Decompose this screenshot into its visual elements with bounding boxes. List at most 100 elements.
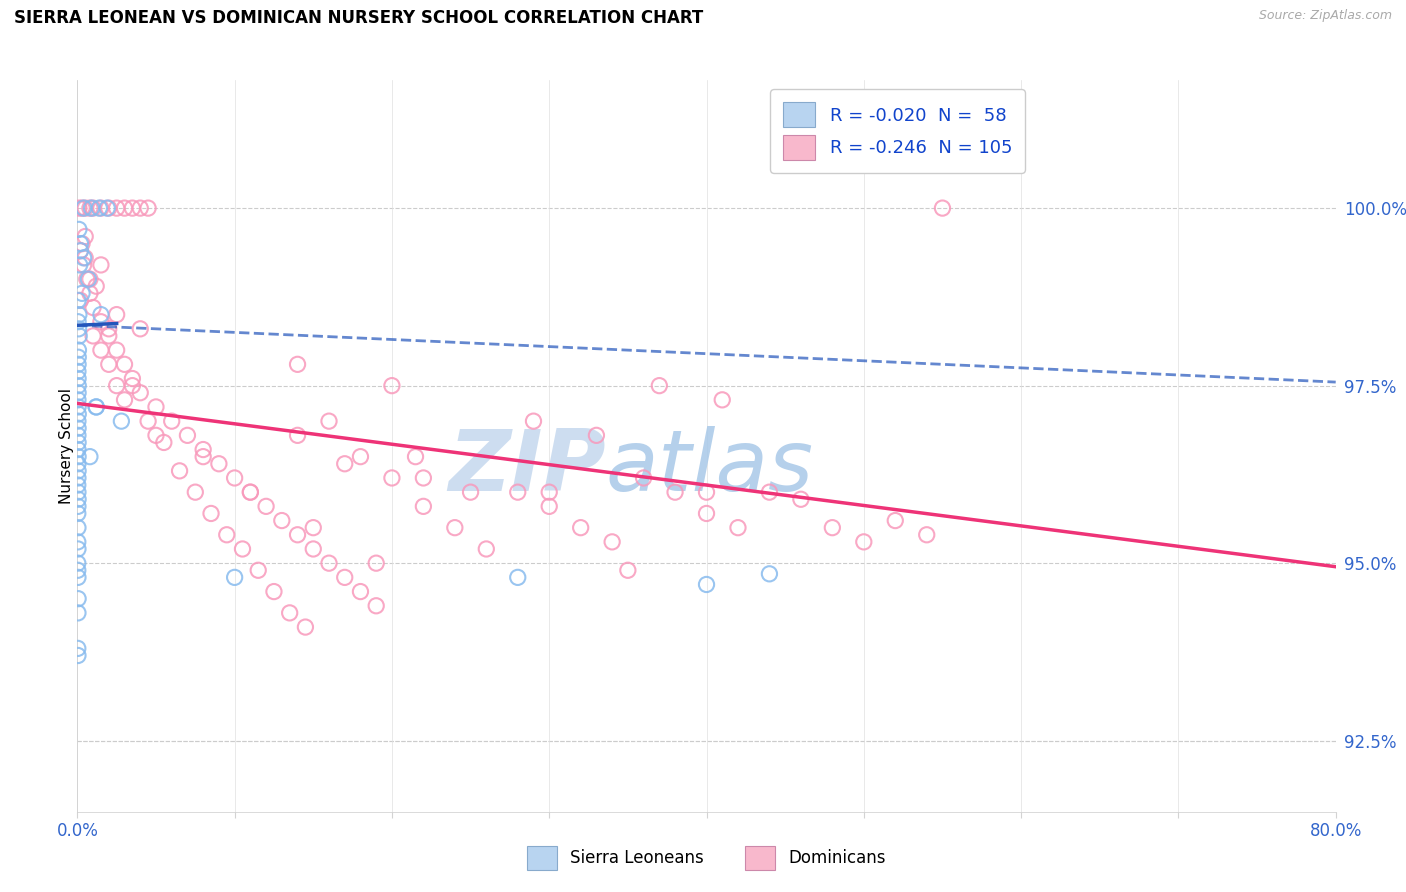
- Point: [633, 471, 655, 485]
- Point: [696, 507, 718, 521]
- Point: [145, 400, 167, 414]
- Point: [287, 357, 309, 371]
- Point: [302, 541, 325, 556]
- Point: [105, 308, 128, 322]
- Point: [711, 392, 734, 407]
- Point: [79, 201, 101, 215]
- Point: [82, 329, 104, 343]
- Point: [67, 591, 90, 606]
- Point: [90, 343, 112, 358]
- Point: [67, 435, 90, 450]
- Text: atlas: atlas: [606, 426, 814, 509]
- Point: [522, 414, 544, 428]
- Point: [302, 521, 325, 535]
- Point: [67, 385, 90, 400]
- Text: Source: ZipAtlas.com: Source: ZipAtlas.com: [1258, 9, 1392, 22]
- Point: [136, 414, 159, 428]
- Point: [97, 322, 120, 336]
- Point: [79, 450, 101, 464]
- Point: [884, 514, 907, 528]
- Point: [405, 450, 427, 464]
- Point: [287, 528, 309, 542]
- Point: [231, 541, 253, 556]
- Point: [617, 563, 640, 577]
- Point: [114, 392, 136, 407]
- Point: [67, 201, 90, 215]
- Point: [263, 584, 285, 599]
- Point: [758, 485, 780, 500]
- Point: [66, 392, 89, 407]
- Point: [931, 201, 953, 215]
- Point: [191, 450, 215, 464]
- Point: [758, 566, 780, 581]
- Point: [84, 400, 107, 414]
- Point: [790, 492, 813, 507]
- Point: [97, 357, 120, 371]
- Point: [66, 648, 89, 663]
- Point: [600, 534, 623, 549]
- Point: [67, 400, 90, 414]
- Point: [67, 492, 90, 507]
- Point: [67, 350, 90, 364]
- Point: [105, 343, 128, 358]
- Point: [66, 563, 89, 577]
- Point: [67, 450, 90, 464]
- Point: [648, 378, 671, 392]
- Point: [75, 251, 97, 265]
- Point: [184, 485, 207, 500]
- Point: [97, 329, 120, 343]
- Point: [208, 457, 231, 471]
- Point: [349, 584, 371, 599]
- Point: [66, 428, 89, 442]
- Point: [66, 364, 89, 378]
- Point: [538, 485, 561, 500]
- Point: [67, 378, 90, 392]
- Point: [66, 478, 89, 492]
- Point: [75, 229, 97, 244]
- Point: [84, 279, 107, 293]
- Point: [82, 201, 104, 215]
- Point: [66, 534, 89, 549]
- Point: [67, 371, 90, 385]
- Point: [506, 485, 529, 500]
- Point: [69, 258, 91, 272]
- Point: [129, 322, 152, 336]
- Point: [89, 201, 111, 215]
- Point: [66, 521, 89, 535]
- Point: [318, 556, 340, 570]
- Text: SIERRA LEONEAN VS DOMINICAN NURSERY SCHOOL CORRELATION CHART: SIERRA LEONEAN VS DOMINICAN NURSERY SCHO…: [14, 9, 703, 27]
- Point: [129, 201, 152, 215]
- Point: [66, 414, 89, 428]
- Point: [821, 521, 844, 535]
- Point: [97, 201, 120, 215]
- Point: [121, 201, 143, 215]
- Point: [67, 293, 90, 308]
- Point: [852, 534, 875, 549]
- Point: [96, 201, 118, 215]
- Point: [67, 464, 90, 478]
- Point: [70, 201, 93, 215]
- Point: [72, 258, 94, 272]
- Point: [254, 500, 277, 514]
- Point: [160, 414, 183, 428]
- Point: [66, 485, 89, 500]
- Point: [278, 606, 301, 620]
- Point: [444, 521, 467, 535]
- Point: [114, 201, 136, 215]
- Point: [215, 528, 238, 542]
- Point: [77, 272, 100, 286]
- Text: ZIP: ZIP: [449, 426, 606, 509]
- Point: [67, 421, 90, 435]
- Point: [67, 308, 90, 322]
- Point: [80, 201, 103, 215]
- Point: [105, 378, 128, 392]
- Point: [84, 400, 107, 414]
- Point: [72, 251, 94, 265]
- Point: [90, 258, 112, 272]
- Point: [67, 222, 90, 236]
- Point: [121, 378, 143, 392]
- Point: [333, 570, 356, 584]
- Point: [76, 272, 98, 286]
- Point: [381, 378, 404, 392]
- Point: [72, 201, 94, 215]
